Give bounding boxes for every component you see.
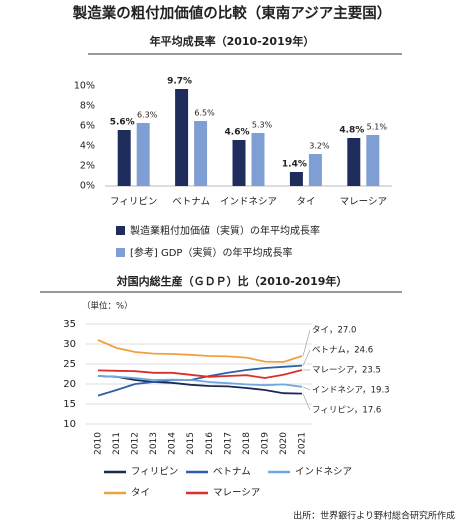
y-tick-label: 4% bbox=[80, 141, 95, 152]
leader-line bbox=[302, 329, 311, 357]
value-label: 6.5% bbox=[194, 109, 215, 118]
x-tick-label: インドネシア bbox=[220, 197, 277, 208]
legend-label: タイ bbox=[131, 488, 150, 499]
bar bbox=[251, 133, 265, 186]
value-label: 4.8% bbox=[339, 126, 364, 136]
y-tick-label: 15 bbox=[63, 399, 76, 410]
value-label: 5.6% bbox=[110, 118, 135, 128]
series-line bbox=[97, 369, 303, 379]
legend-label: [参考] GDP（実質）の年平均成長率 bbox=[130, 246, 292, 259]
bar bbox=[289, 172, 303, 186]
page-title: 製造業の粗付加価値の比較（東南アジア主要国） bbox=[72, 4, 391, 22]
source: 出所：世界銀行より野村総合研究所作成 bbox=[293, 510, 455, 522]
value-label: 6.3% bbox=[137, 111, 158, 120]
bar bbox=[136, 123, 150, 186]
x-tick-label: 2020 bbox=[279, 432, 289, 455]
legend-label: ベトナム bbox=[213, 467, 251, 478]
y-tick-label: 25 bbox=[63, 359, 76, 370]
leader-line bbox=[302, 393, 311, 411]
bar bbox=[308, 154, 322, 186]
value-label: 3.2% bbox=[309, 142, 330, 151]
end-label: インドネシア，19.3 bbox=[312, 386, 390, 396]
x-tick-label: ベトナム bbox=[172, 197, 210, 208]
y-tick-label: 8% bbox=[80, 101, 95, 112]
x-tick-label: 2016 bbox=[205, 432, 215, 455]
y-tick-label: 35 bbox=[63, 319, 76, 330]
leader-line bbox=[302, 386, 311, 391]
legend-label: 製造業粗付加価値（実質）の年平均成長率 bbox=[130, 224, 320, 237]
y-tick-label: 2% bbox=[80, 161, 95, 172]
unit-label: （単位：%） bbox=[82, 301, 133, 312]
bar bbox=[194, 121, 208, 186]
end-label: フィリピン，17.6 bbox=[312, 406, 381, 416]
y-tick-label: 30 bbox=[63, 339, 76, 350]
x-tick-label: 2013 bbox=[149, 432, 159, 455]
x-tick-label: 2017 bbox=[223, 432, 233, 455]
y-tick-label: 6% bbox=[80, 121, 95, 132]
end-label: マレーシア，23.5 bbox=[312, 366, 381, 376]
value-label: 5.1% bbox=[367, 123, 388, 132]
series-line bbox=[97, 375, 303, 388]
value-label: 5.3% bbox=[252, 121, 273, 130]
x-tick-label: マレーシア bbox=[340, 197, 387, 208]
x-tick-label: 2011 bbox=[112, 432, 122, 455]
legend-swatch bbox=[116, 248, 125, 257]
x-tick-label: 2019 bbox=[260, 432, 270, 455]
bar bbox=[175, 89, 189, 186]
bar bbox=[347, 138, 361, 186]
chart-title: 対国内総生産（ＧＤＰ）比（2010-2019年） bbox=[116, 274, 348, 288]
bar bbox=[232, 140, 246, 186]
bar bbox=[366, 135, 380, 186]
bar bbox=[117, 130, 131, 186]
end-label: ベトナム，24.6 bbox=[312, 346, 373, 356]
legend-label: フィリピン bbox=[131, 467, 178, 478]
y-tick-label: 10 bbox=[63, 419, 76, 430]
series-line bbox=[97, 375, 303, 395]
legend-label: インドネシア bbox=[295, 467, 352, 478]
x-tick-label: フィリピン bbox=[110, 197, 157, 208]
y-tick-label: 10% bbox=[74, 81, 95, 92]
leader-line bbox=[302, 349, 311, 366]
value-label: 4.6% bbox=[225, 128, 250, 138]
x-tick-label: 2014 bbox=[168, 432, 178, 455]
legend-label: マレーシア bbox=[213, 488, 260, 499]
series-line bbox=[97, 339, 303, 363]
value-label: 9.7% bbox=[167, 77, 192, 87]
x-tick-label: 2021 bbox=[298, 432, 308, 455]
x-tick-label: タイ bbox=[296, 197, 315, 208]
legend-swatch bbox=[116, 226, 125, 235]
y-tick-label: 0% bbox=[80, 181, 95, 192]
value-label: 1.4% bbox=[282, 160, 307, 170]
end-label: タイ，27.0 bbox=[312, 326, 356, 336]
y-tick-label: 20 bbox=[63, 379, 76, 390]
chart-title: 年平均成長率（2010-2019年） bbox=[150, 34, 315, 48]
x-tick-label: 2010 bbox=[94, 432, 104, 455]
series-line bbox=[97, 364, 303, 397]
x-tick-label: 2012 bbox=[131, 432, 141, 455]
x-tick-label: 2018 bbox=[242, 432, 252, 455]
x-tick-label: 2015 bbox=[186, 432, 196, 455]
